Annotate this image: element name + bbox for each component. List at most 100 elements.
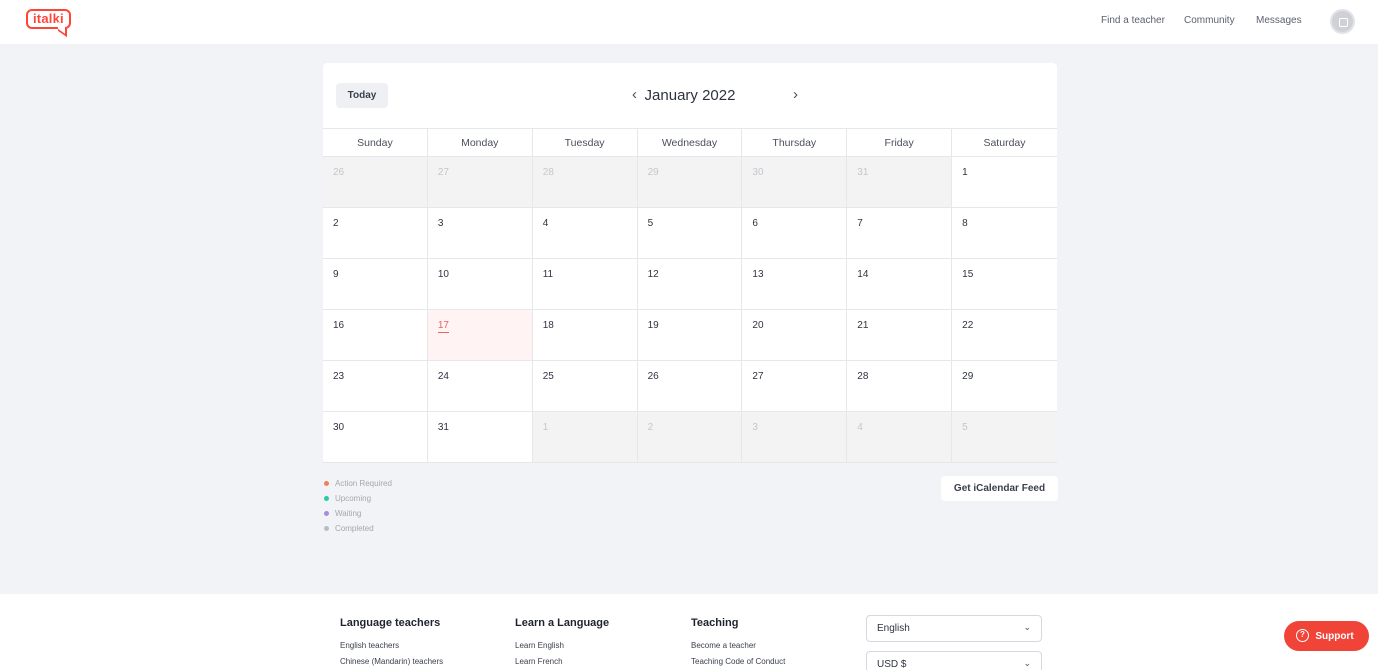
day-number: 7 [857, 218, 863, 229]
currency-select[interactable]: USD $ ⌄ [866, 651, 1042, 670]
legend-upcoming: Upcoming [324, 493, 392, 508]
calendar-day-cell[interactable]: 30 [323, 412, 428, 463]
top-navigation-bar: italki Find a teacher Community Messages [0, 0, 1378, 44]
calendar-day-cell[interactable]: 14 [847, 259, 953, 310]
language-select[interactable]: English ⌄ [866, 615, 1042, 642]
calendar-day-cell-outside-month[interactable]: 30 [742, 157, 848, 208]
currency-select-value: USD $ [877, 659, 907, 670]
calendar-day-cell[interactable]: 10 [427, 259, 533, 310]
language-select-value: English [877, 623, 910, 634]
day-number: 18 [542, 320, 554, 331]
calendar-day-cell[interactable]: 19 [637, 310, 743, 361]
calendar-day-cell[interactable]: 3 [427, 208, 533, 259]
weekday-tuesday: Tuesday [533, 129, 638, 157]
calendar-day-cell-today[interactable]: 17 [427, 310, 533, 361]
calendar-day-cell-outside-month[interactable]: 3 [742, 412, 848, 463]
footer-link[interactable]: Teaching Code of Conduct [691, 657, 786, 666]
calendar-day-cell[interactable]: 11 [532, 259, 638, 310]
day-number: 26 [333, 167, 345, 178]
day-number: 23 [333, 371, 345, 382]
calendar-day-cell-outside-month[interactable]: 4 [847, 412, 953, 463]
weekday-thursday: Thursday [742, 129, 848, 157]
italki-logo[interactable]: italki [26, 9, 71, 29]
calendar-day-cell-outside-month[interactable]: 29 [637, 157, 743, 208]
calendar-day-cell-outside-month[interactable]: 1 [532, 412, 638, 463]
footer-link[interactable]: Learn English [515, 641, 564, 650]
prev-month-icon[interactable]: ‹ [632, 86, 637, 103]
day-number: 1 [542, 422, 549, 433]
footer-link[interactable]: Become a teacher [691, 641, 756, 650]
calendar-day-cell[interactable]: 5 [637, 208, 743, 259]
weekday-header-row: Sunday Monday Tuesday Wednesday Thursday… [323, 128, 1057, 157]
day-number: 11 [542, 269, 554, 280]
get-icalendar-feed-button[interactable]: Get iCalendar Feed [941, 476, 1058, 501]
day-number: 19 [647, 320, 659, 331]
weekday-sunday: Sunday [323, 129, 428, 157]
day-number: 31 [857, 167, 869, 178]
day-number: 10 [437, 269, 449, 280]
day-number: 27 [437, 167, 449, 178]
calendar-day-cell-outside-month[interactable]: 27 [427, 157, 533, 208]
calendar-day-cell[interactable]: 20 [742, 310, 848, 361]
footer-heading: Learn a Language [515, 617, 610, 629]
day-number: 29 [962, 371, 974, 382]
footer-column-learn-a-language: Learn a Language Learn English Learn Fre… [515, 617, 609, 670]
nav-find-a-teacher[interactable]: Find a teacher [1101, 15, 1165, 26]
calendar-day-cell[interactable]: 2 [323, 208, 428, 259]
next-month-icon[interactable]: › [793, 86, 798, 103]
calendar-day-cell[interactable]: 24 [427, 361, 533, 412]
calendar-day-cell[interactable]: 18 [532, 310, 638, 361]
day-number: 1 [962, 167, 968, 178]
calendar-day-cell[interactable]: 6 [742, 208, 848, 259]
footer-link[interactable]: Learn French [515, 657, 563, 666]
calendar-day-cell[interactable]: 12 [637, 259, 743, 310]
calendar-day-grid: 26 27 28 29 30 31 1 2 3 4 5 6 7 8 9 10 11 12 13 14 15 16 17 18 1… [323, 157, 1057, 463]
calendar-day-cell-outside-month[interactable]: 31 [847, 157, 953, 208]
calendar-day-cell[interactable]: 22 [952, 310, 1057, 361]
calendar-day-cell-outside-month[interactable]: 5 [952, 412, 1057, 463]
calendar-day-cell[interactable]: 8 [952, 208, 1057, 259]
user-avatar[interactable] [1330, 9, 1355, 34]
calendar-day-cell[interactable]: 13 [742, 259, 848, 310]
today-button[interactable]: Today [336, 83, 388, 108]
month-title: January 2022 [644, 87, 736, 104]
calendar-day-cell[interactable]: 27 [742, 361, 848, 412]
nav-messages[interactable]: Messages [1256, 15, 1302, 26]
support-label: Support [1315, 630, 1354, 642]
weekday-wednesday: Wednesday [638, 129, 743, 157]
calendar-card: Today ‹ January 2022 › Sunday Monday Tue… [323, 63, 1057, 463]
day-number: 25 [542, 371, 554, 382]
support-button[interactable]: ? Support [1284, 621, 1369, 651]
footer-link[interactable]: English teachers [340, 641, 400, 650]
day-number: 29 [647, 167, 659, 178]
day-number: 3 [437, 218, 444, 229]
calendar-day-cell[interactable]: 31 [427, 412, 533, 463]
calendar-day-cell-outside-month[interactable]: 26 [323, 157, 428, 208]
day-number: 6 [752, 218, 758, 229]
nav-community[interactable]: Community [1184, 15, 1235, 26]
day-number: 28 [542, 167, 554, 178]
calendar-day-cell[interactable]: 1 [952, 157, 1057, 208]
calendar-day-cell[interactable]: 4 [532, 208, 638, 259]
calendar-day-cell[interactable]: 7 [847, 208, 953, 259]
day-number: 2 [647, 422, 654, 433]
calendar-day-cell[interactable]: 21 [847, 310, 953, 361]
calendar-day-cell-outside-month[interactable]: 28 [532, 157, 638, 208]
day-number: 8 [962, 218, 968, 229]
chevron-down-icon: ⌄ [1023, 658, 1031, 668]
calendar-day-cell[interactable]: 25 [532, 361, 638, 412]
calendar-day-cell[interactable]: 29 [952, 361, 1057, 412]
calendar-day-cell[interactable]: 9 [323, 259, 428, 310]
footer-link[interactable]: Chinese (Mandarin) teachers [340, 657, 444, 666]
legend-label: Upcoming [335, 494, 372, 503]
calendar-day-cell-outside-month[interactable]: 2 [637, 412, 743, 463]
calendar-day-cell[interactable]: 15 [952, 259, 1057, 310]
calendar-day-cell[interactable]: 23 [323, 361, 428, 412]
calendar-day-cell[interactable]: 16 [323, 310, 428, 361]
calendar-day-cell[interactable]: 28 [847, 361, 953, 412]
day-number: 2 [333, 218, 339, 229]
legend-label: Completed [335, 524, 374, 533]
footer-column-language-teachers: Language teachers English teachers Chine… [340, 617, 443, 670]
calendar-day-cell[interactable]: 26 [637, 361, 743, 412]
day-number: 17 [437, 320, 449, 333]
